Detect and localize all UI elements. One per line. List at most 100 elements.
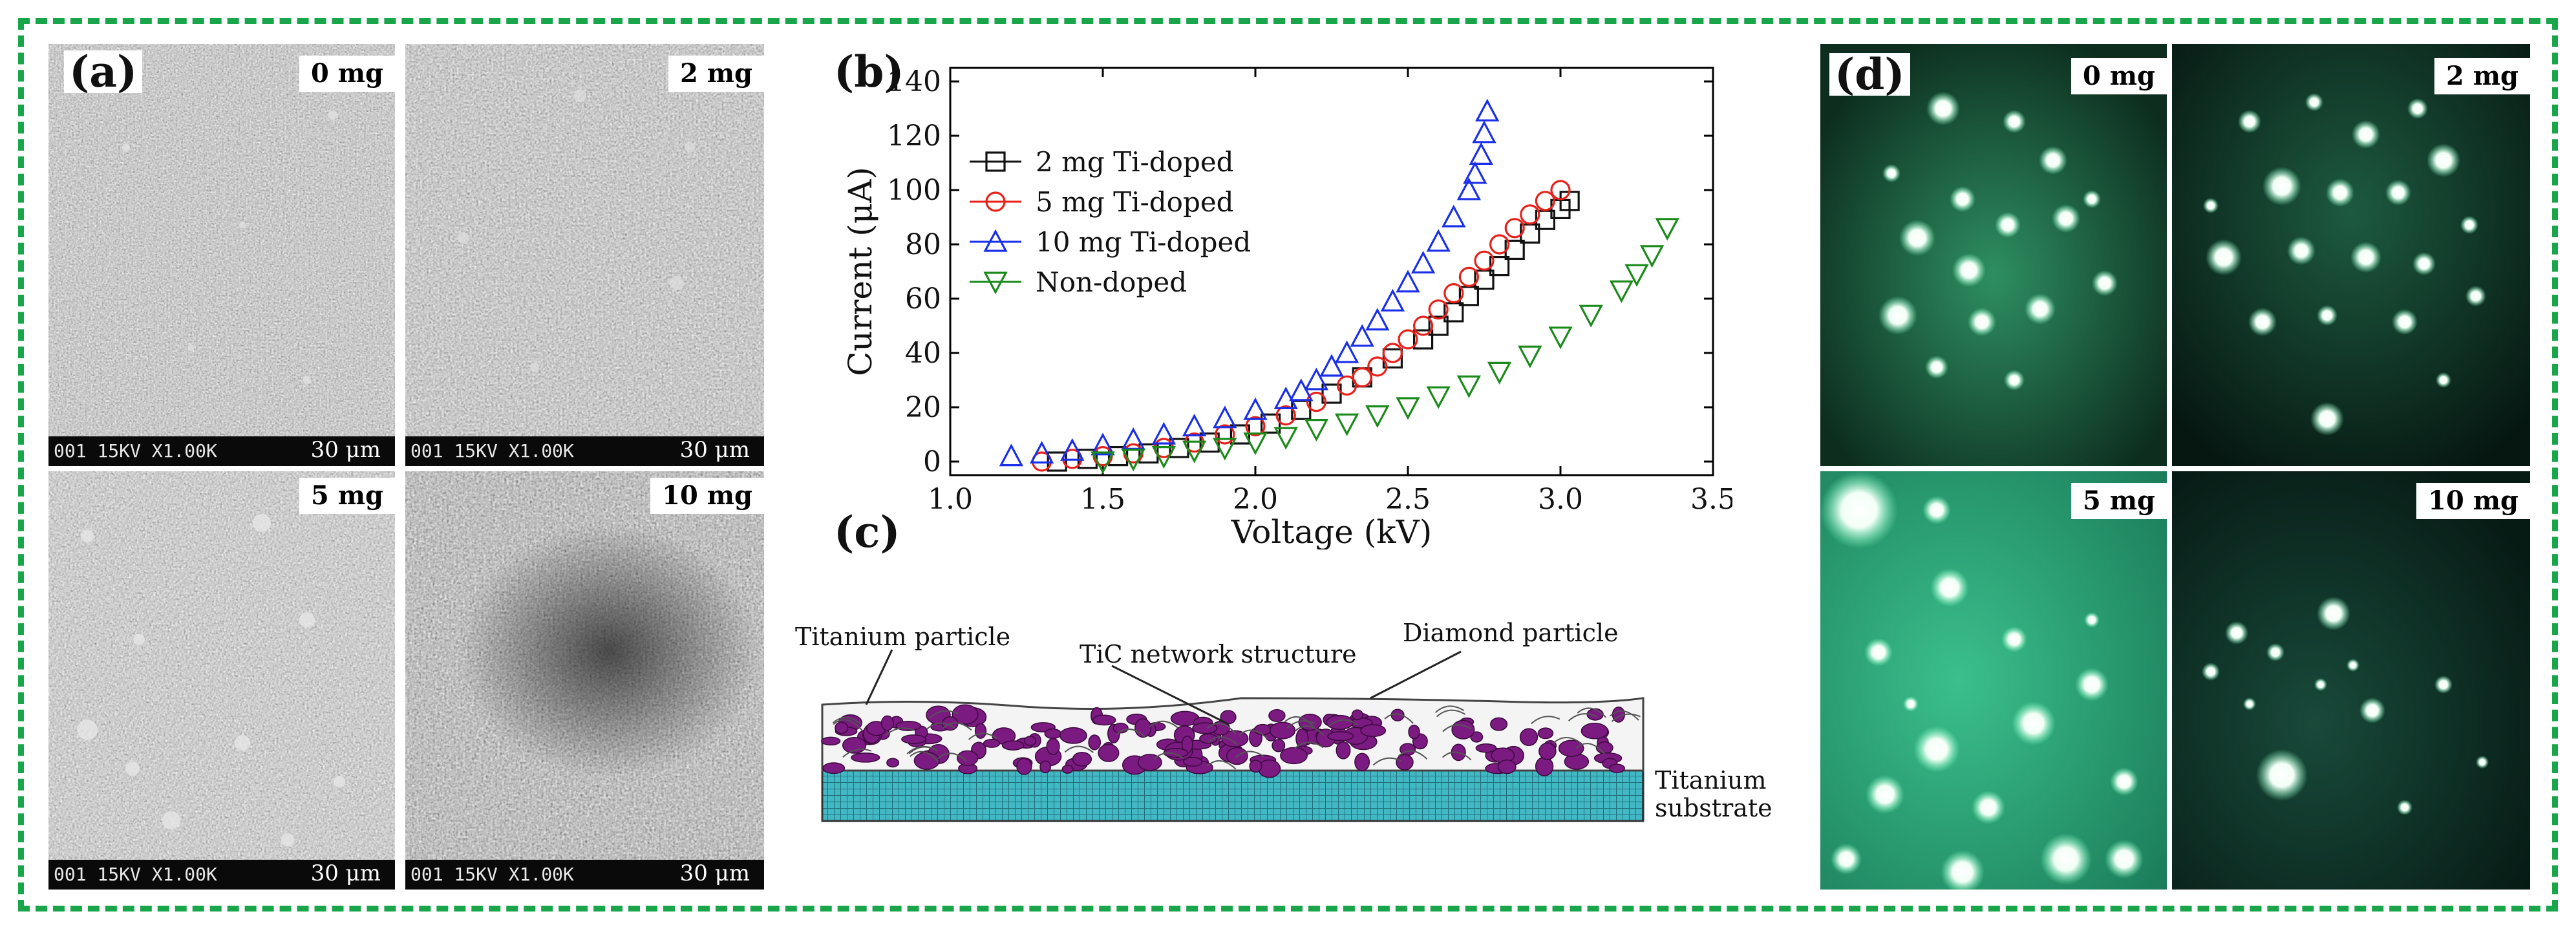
diamond-particle: [1092, 714, 1116, 726]
tic-network-strand: [1531, 716, 1560, 725]
legend-label: 2 mg Ti-doped: [1036, 146, 1234, 178]
tic-network-strand: [1610, 710, 1639, 721]
label-titanium-particle: Titanium particle: [795, 623, 1010, 651]
sem-info-bar: 001 15KV X1.00K 30 μm: [48, 860, 395, 890]
diamond-particle: [1408, 724, 1420, 740]
data-point: [1474, 250, 1495, 271]
data-point: [1458, 266, 1480, 287]
sem-tag-5mg: 5 mg: [299, 478, 395, 514]
diamond-particle: [1497, 759, 1517, 774]
data-point: [1655, 218, 1679, 241]
sem-info-bar: 001 15KV X1.00K 30 μm: [405, 436, 764, 466]
legend-label: Non-doped: [1036, 266, 1187, 298]
tic-network-strand: [1239, 729, 1268, 740]
tic-network-strand: [1372, 757, 1402, 766]
diamond-particle: [1072, 752, 1092, 767]
diamond-particle: [1538, 742, 1557, 760]
data-point: [1412, 315, 1434, 336]
emission-tag-2mg: 2 mg: [2434, 58, 2530, 94]
data-point: [1442, 204, 1466, 228]
diamond-particle: [886, 758, 900, 768]
data-point: [1624, 264, 1649, 287]
x-tick-label: 2.0: [1233, 483, 1278, 516]
tic-network-strand: [929, 710, 959, 719]
diamond-particle: [1061, 764, 1074, 774]
diamond-particle: [1519, 728, 1538, 747]
data-point: [1365, 405, 1390, 428]
diamond-particle: [956, 750, 979, 766]
data-point: [1469, 142, 1493, 165]
diamond-particle: [1221, 730, 1249, 747]
leader-titanium: [865, 649, 893, 705]
data-point: [1443, 283, 1464, 304]
diamond-particle: [1059, 727, 1087, 744]
chart-legend: 2 mg Ti-doped 5 mg Ti-doped 10 mg Ti-doped…: [970, 146, 1251, 298]
tic-network-strand: [1442, 751, 1472, 761]
sem-code: 001 15KV X1.00K: [54, 864, 217, 885]
sem-code: 001 15KV X1.00K: [54, 440, 217, 462]
tic-network-strand: [1284, 716, 1314, 727]
sem-texture: [405, 471, 764, 890]
emission-texture: [2172, 471, 2530, 890]
sem-scale: 30 μm: [679, 860, 750, 886]
tic-network-strand: [1552, 736, 1582, 744]
data-point: [1336, 375, 1357, 396]
diamond-particle: [1354, 752, 1370, 772]
emission-texture: [1820, 471, 2167, 890]
data-point: [1321, 383, 1342, 404]
diamond-particle: [1039, 760, 1051, 774]
data-point: [1243, 432, 1268, 455]
diamond-particle: [1351, 709, 1363, 721]
sem-image-2mg: 2 mg 001 15KV X1.00K 30 μm: [405, 44, 764, 466]
x-tick-label: 1.5: [1080, 483, 1125, 516]
x-axis-label: Voltage (kV): [1231, 513, 1432, 549]
legend-entry: 10 mg Ti-doped: [970, 226, 1251, 258]
tic-network-strand: [833, 719, 863, 731]
emission-image-0mg: (d) 0 mg: [1820, 44, 2167, 466]
y-tick-label: 0: [923, 445, 941, 478]
diamond-particle: [1199, 733, 1218, 744]
data-point: [1535, 191, 1556, 211]
diamond-particle: [1451, 719, 1475, 740]
data-point: [1550, 180, 1571, 200]
sem-image-10mg: 10 mg 001 15KV X1.00K 30 μm: [405, 471, 764, 890]
data-point: [1456, 375, 1482, 398]
data-point: [1260, 413, 1281, 434]
data-point: [1275, 405, 1296, 426]
diamond-particle: [835, 721, 849, 734]
data-point: [1489, 234, 1510, 255]
data-point: [1306, 391, 1327, 412]
figure-border: [18, 18, 2558, 911]
tic-network-strand: [1436, 709, 1466, 718]
data-point: [1213, 405, 1237, 429]
data-point: [1382, 348, 1403, 368]
tic-network-strand: [926, 722, 956, 730]
data-point: [1380, 288, 1405, 312]
diamond-particle: [1253, 723, 1272, 736]
titanium-substrate: [821, 769, 1645, 822]
tic-network-strand: [1611, 713, 1641, 722]
diamond-particle: [1490, 717, 1508, 731]
series-triangle-down: [1091, 218, 1679, 474]
sem-info-bar: 001 15KV X1.00K 30 μm: [405, 860, 764, 890]
diamond-particle: [1280, 747, 1308, 765]
data-point: [999, 443, 1024, 467]
label-diamond-particle: Diamond particle: [1403, 619, 1619, 647]
x-tick-label: 2.5: [1385, 483, 1431, 516]
chart-series: [999, 98, 1679, 474]
data-point: [1182, 414, 1207, 437]
sem-scale: 30 μm: [310, 437, 381, 463]
data-point: [1213, 438, 1237, 461]
sem-texture: [48, 44, 395, 466]
legend-marker: [985, 151, 1006, 172]
diamond-particle: [1581, 723, 1608, 740]
legend-marker: [985, 191, 1006, 212]
data-point: [1518, 345, 1542, 368]
data-point: [1426, 386, 1451, 409]
chart-axes: 1.0 1.5 2.0 2.5 3.0 3.5 0 20 40 60 80 100 120 140 Volt…: [842, 65, 1732, 549]
data-point: [1289, 378, 1314, 401]
y-tick-label: 80: [905, 228, 941, 261]
tic-network-strand: [968, 732, 998, 740]
legend-entry: Non-doped: [970, 266, 1187, 298]
tic-network-strand: [1575, 743, 1606, 755]
